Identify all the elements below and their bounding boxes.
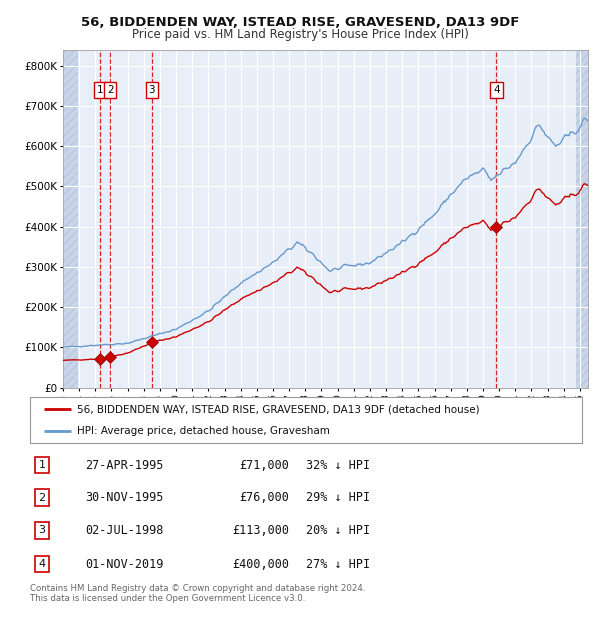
- Text: 29% ↓ HPI: 29% ↓ HPI: [306, 491, 370, 504]
- Text: £76,000: £76,000: [239, 491, 289, 504]
- Text: Price paid vs. HM Land Registry's House Price Index (HPI): Price paid vs. HM Land Registry's House …: [131, 28, 469, 41]
- Text: 1: 1: [38, 460, 46, 470]
- Text: 02-JUL-1998: 02-JUL-1998: [85, 524, 164, 537]
- Text: £400,000: £400,000: [232, 557, 289, 570]
- Text: HPI: Average price, detached house, Gravesham: HPI: Average price, detached house, Grav…: [77, 426, 330, 436]
- Text: 32% ↓ HPI: 32% ↓ HPI: [306, 459, 370, 472]
- Text: 3: 3: [149, 85, 155, 95]
- Text: 30-NOV-1995: 30-NOV-1995: [85, 491, 164, 504]
- Text: 01-NOV-2019: 01-NOV-2019: [85, 557, 164, 570]
- Text: 20% ↓ HPI: 20% ↓ HPI: [306, 524, 370, 537]
- Text: £71,000: £71,000: [239, 459, 289, 472]
- Text: 3: 3: [38, 525, 46, 535]
- Bar: [63, 50, 78, 388]
- Text: 2: 2: [107, 85, 113, 95]
- Text: £113,000: £113,000: [232, 524, 289, 537]
- Text: 1: 1: [97, 85, 104, 95]
- Bar: [576, 50, 588, 388]
- Bar: [63, 50, 78, 388]
- Text: 4: 4: [38, 559, 46, 569]
- Text: 27-APR-1995: 27-APR-1995: [85, 459, 164, 472]
- Text: 56, BIDDENDEN WAY, ISTEAD RISE, GRAVESEND, DA13 9DF (detached house): 56, BIDDENDEN WAY, ISTEAD RISE, GRAVESEN…: [77, 404, 479, 414]
- Text: 2: 2: [38, 493, 46, 503]
- Text: Contains HM Land Registry data © Crown copyright and database right 2024.
This d: Contains HM Land Registry data © Crown c…: [30, 584, 365, 603]
- Text: 4: 4: [493, 85, 500, 95]
- Text: 27% ↓ HPI: 27% ↓ HPI: [306, 557, 370, 570]
- Bar: [576, 50, 588, 388]
- Text: 56, BIDDENDEN WAY, ISTEAD RISE, GRAVESEND, DA13 9DF: 56, BIDDENDEN WAY, ISTEAD RISE, GRAVESEN…: [81, 16, 519, 29]
